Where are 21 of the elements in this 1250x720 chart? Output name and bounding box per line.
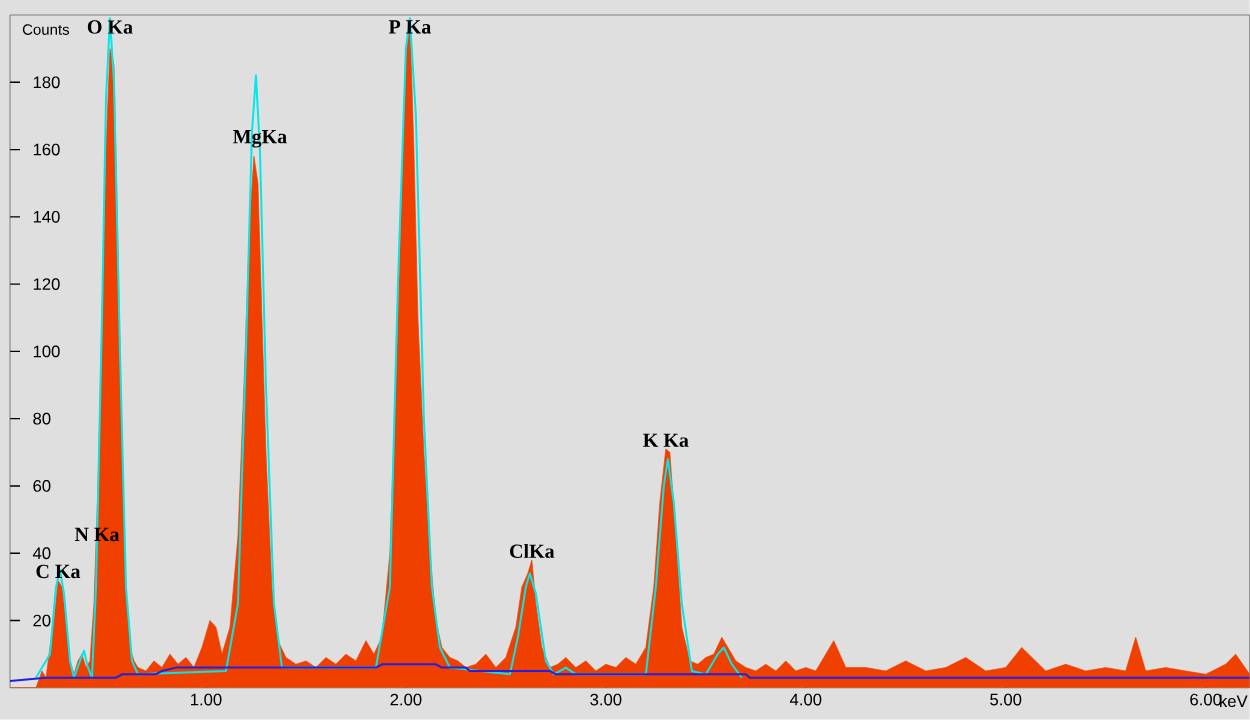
x-tick-label: 3.00 — [590, 693, 622, 706]
y-tick-label: 60 — [33, 480, 51, 492]
y-tick-label: 100 — [33, 345, 60, 358]
y-tick-label: 120 — [33, 278, 60, 291]
x-tick-label: 6.00 — [1190, 693, 1222, 706]
y-tick-label: 140 — [33, 211, 60, 223]
x-tick-label: 5.00 — [990, 693, 1022, 706]
y-tick-label: 20 — [33, 614, 51, 627]
x-tick-label: 1.00 — [191, 693, 222, 706]
y-axis-title: Counts — [22, 24, 70, 35]
y-tick-label: 160 — [33, 143, 60, 156]
annotation: K Ka — [643, 433, 689, 448]
y-tick-label: 180 — [33, 76, 60, 89]
line-series — [10, 663, 1250, 683]
annotation: C Ka — [36, 564, 81, 579]
x-tick-label: 2.00 — [390, 693, 422, 706]
annotation: ClKa — [510, 544, 555, 559]
y-tick-label: 40 — [32, 547, 51, 560]
x-axis-title: keV — [1220, 694, 1248, 708]
x-tick-label: 4.00 — [789, 693, 822, 706]
y-tick-label: 80 — [33, 412, 51, 425]
